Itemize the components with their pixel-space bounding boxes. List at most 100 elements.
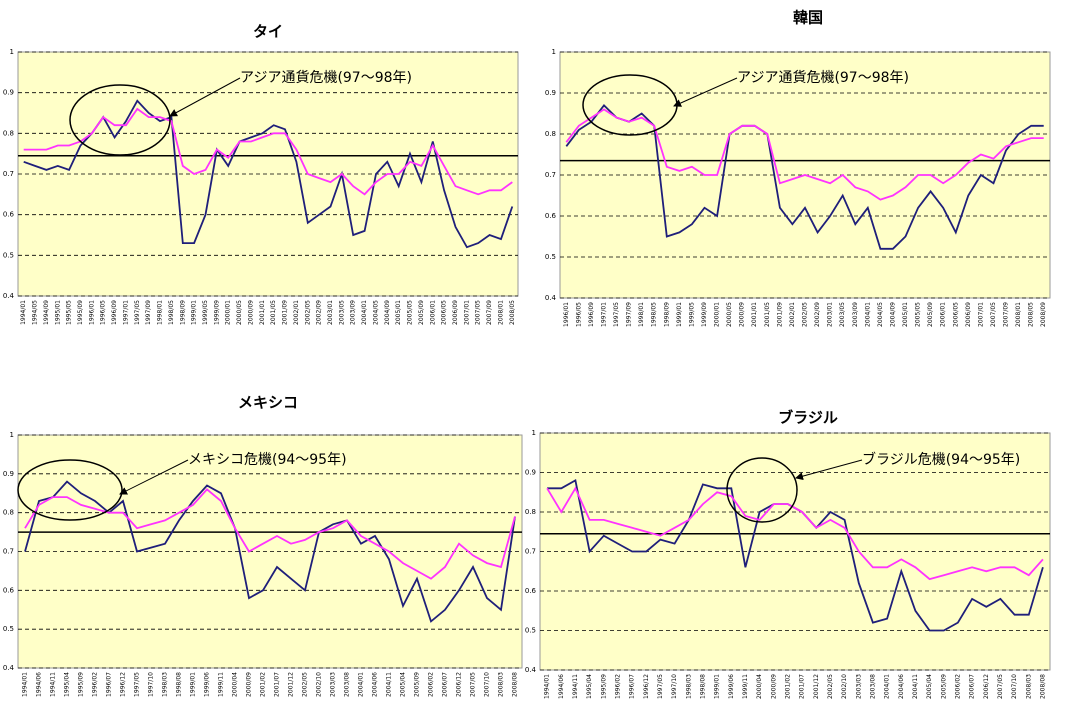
x-tick-label: 2006/07 xyxy=(969,674,976,699)
x-tick-label: 2006/02 xyxy=(428,672,435,697)
x-tick-label: 1997/05 xyxy=(134,672,141,697)
x-tick-label: 1996/05 xyxy=(100,300,107,325)
x-tick-label: 2005/05 xyxy=(407,300,414,325)
x-tick-label: 1998/09 xyxy=(179,300,186,325)
y-tick-label: 0.5 xyxy=(3,625,14,633)
x-tick-label: 1999/11 xyxy=(218,672,225,697)
series-line xyxy=(565,103,1044,250)
x-tick-label: 2002/05 xyxy=(802,302,809,327)
x-tick-label: 2000/05 xyxy=(236,300,243,325)
x-tick-label: 2004/06 xyxy=(898,674,905,699)
x-tick-label: 2003/05 xyxy=(338,300,345,325)
x-tick-label: 2006/01 xyxy=(429,300,436,325)
series-line xyxy=(23,107,513,196)
x-tick-label: 1996/02 xyxy=(92,672,99,697)
crisis-ellipse xyxy=(726,457,798,523)
x-tick-label: 2001/09 xyxy=(776,302,783,327)
x-tick-label: 2003/08 xyxy=(869,674,876,699)
x-tick-label: 2005/01 xyxy=(395,300,402,325)
y-tick-label: 1 xyxy=(552,48,556,56)
x-tick-label: 1998/05 xyxy=(168,300,175,325)
x-tick-label: 1994/05 xyxy=(32,300,39,325)
x-tick-label: 2001/01 xyxy=(751,302,758,327)
x-tick-label: 1998/05 xyxy=(651,302,658,327)
y-tick-label: 1 xyxy=(10,48,14,56)
x-tick-label: 2000/09 xyxy=(246,672,253,697)
x-tick-label: 1999/09 xyxy=(213,300,220,325)
y-tick-label: 0.8 xyxy=(3,129,14,137)
annotation-arrow xyxy=(119,459,189,495)
x-tick-label: 1997/05 xyxy=(657,674,664,699)
x-tick-label: 1998/09 xyxy=(663,302,670,327)
y-tick-label: 0.5 xyxy=(545,253,556,261)
x-tick-label: 2001/05 xyxy=(270,300,277,325)
annotation-arrow xyxy=(169,77,241,117)
x-tick-label: 2007/05 xyxy=(470,672,477,697)
y-tick-label: 0.5 xyxy=(525,627,536,635)
x-tick-label: 2000/04 xyxy=(232,672,239,697)
x-tick-label: 2003/05 xyxy=(839,302,846,327)
x-tick-label: 2006/09 xyxy=(452,300,459,325)
x-tick-label: 1999/05 xyxy=(202,300,209,325)
x-tick-label: 2003/01 xyxy=(327,300,334,325)
x-tick-label: 2004/05 xyxy=(372,300,379,325)
x-tick-label: 2005/04 xyxy=(926,674,933,699)
x-tick-label: 2007/10 xyxy=(484,672,491,697)
y-tick-label: 1 xyxy=(10,431,14,439)
x-tick-label: 2005/09 xyxy=(414,672,421,697)
x-tick-label: 2004/06 xyxy=(372,672,379,697)
x-tick-label: 2001/02 xyxy=(784,674,791,699)
x-tick-label: 1995/09 xyxy=(600,674,607,699)
annotation-arrow xyxy=(795,459,863,481)
x-tick-label: 1997/05 xyxy=(613,302,620,327)
x-tick-label: 1999/01 xyxy=(191,300,198,325)
x-tick-label: 1999/01 xyxy=(714,674,721,699)
y-tick-label: 0.4 xyxy=(545,294,557,302)
x-tick-label: 1999/11 xyxy=(742,674,749,699)
x-tick-label: 2001/12 xyxy=(288,672,295,697)
x-tick-label: 2008/08 xyxy=(512,672,519,697)
x-tick-label: 2002/01 xyxy=(789,302,796,327)
x-tick-label: 2000/09 xyxy=(770,674,777,699)
crisis-ellipse xyxy=(69,84,171,156)
x-tick-label: 2002/05 xyxy=(302,672,309,697)
x-tick-label: 2002/09 xyxy=(316,300,323,325)
x-tick-label: 2004/11 xyxy=(912,674,919,699)
x-tick-label: 1999/01 xyxy=(676,302,683,327)
x-tick-label: 1997/10 xyxy=(148,672,155,697)
y-tick-label: 0.7 xyxy=(525,548,536,556)
x-tick-label: 2003/09 xyxy=(852,302,859,327)
series-line xyxy=(546,486,1044,581)
y-tick-label: 0.7 xyxy=(3,548,14,556)
y-tick-label: 0.9 xyxy=(3,470,14,478)
annotation: アジア通貨危機(97～98年) xyxy=(240,69,412,86)
x-tick-label: 2001/01 xyxy=(259,300,266,325)
x-tick-label: 1998/01 xyxy=(157,300,164,325)
x-tick-label: 2003/08 xyxy=(344,672,351,697)
x-tick-label: 1996/01 xyxy=(563,302,570,327)
x-tick-label: 2007/09 xyxy=(1003,302,1010,327)
x-tick-label: 1996/05 xyxy=(575,302,582,327)
series-line xyxy=(565,108,1044,201)
x-tick-label: 2006/12 xyxy=(983,674,990,699)
x-tick-label: 2005/09 xyxy=(927,302,934,327)
x-tick-label: 1995/09 xyxy=(78,672,85,697)
x-tick-label: 2004/01 xyxy=(361,300,368,325)
y-tick-label: 0.4 xyxy=(525,666,537,674)
x-tick-label: 1997/05 xyxy=(134,300,141,325)
annotation: メキシコ危機(94～95年) xyxy=(188,452,347,468)
x-tick-label: 2001/12 xyxy=(813,674,820,699)
x-tick-label: 1999/05 xyxy=(688,302,695,327)
x-tick-label: 1995/04 xyxy=(64,672,71,697)
x-tick-label: 1994/06 xyxy=(558,674,565,699)
x-tick-label: 2008/01 xyxy=(497,300,504,325)
x-tick-label: 2003/01 xyxy=(827,302,834,327)
x-tick-label: 1994/01 xyxy=(22,672,29,697)
x-tick-label: 1996/07 xyxy=(629,674,636,699)
x-tick-label: 2001/07 xyxy=(274,672,281,697)
x-tick-label: 2000/01 xyxy=(714,302,721,327)
x-tick-label: 2005/04 xyxy=(400,672,407,697)
x-tick-label: 2000/01 xyxy=(225,300,232,325)
x-tick-label: 2001/07 xyxy=(799,674,806,699)
y-tick-label: 0.5 xyxy=(3,251,14,259)
